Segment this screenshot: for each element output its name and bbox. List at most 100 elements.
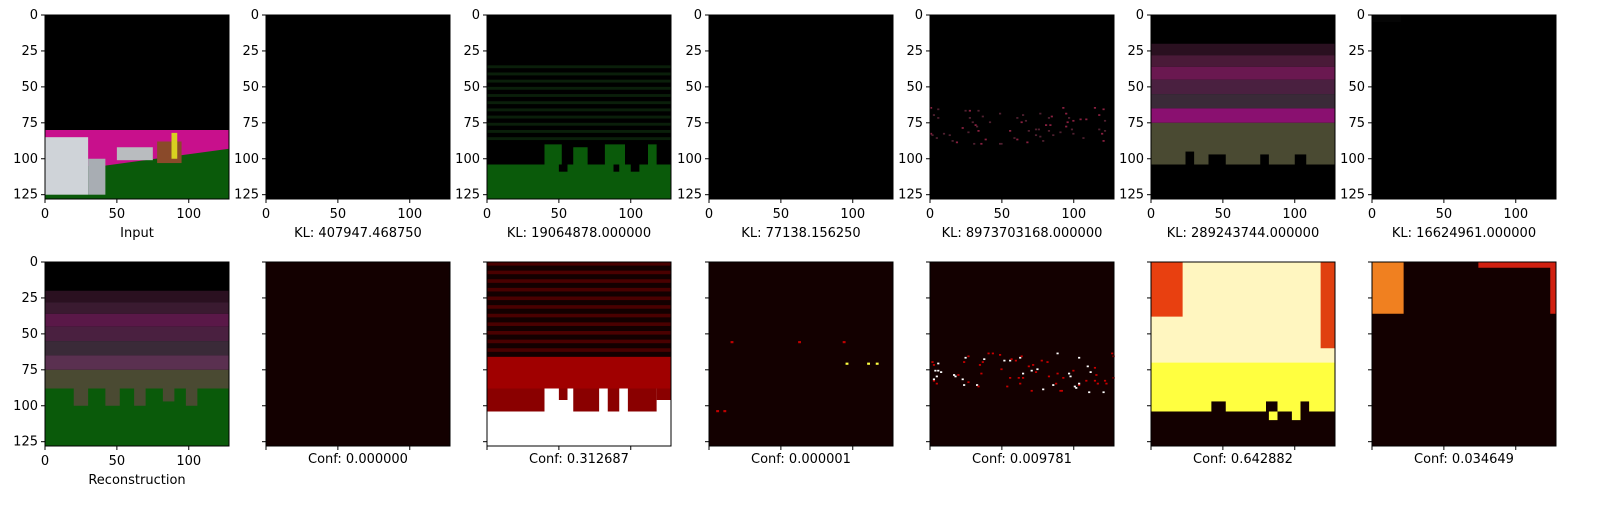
latent-dot xyxy=(1066,121,1069,124)
conf-bg xyxy=(709,262,893,446)
latent-dot xyxy=(935,137,938,139)
conf-dot xyxy=(1030,389,1033,392)
conf-dot xyxy=(932,364,936,366)
latent-dot xyxy=(1059,131,1062,134)
conf-block xyxy=(573,388,600,412)
y-tick-label: 100 xyxy=(677,152,702,167)
x-tick-label: 50 xyxy=(773,207,790,222)
conf-dot xyxy=(1093,379,1097,382)
conf-dot xyxy=(1019,356,1022,359)
conf-dot xyxy=(1027,365,1030,368)
panel-caption: KL: 407947.468750 xyxy=(294,226,422,241)
conf-dot xyxy=(957,374,960,376)
latent-dot xyxy=(937,117,940,119)
y-tick-label: 125 xyxy=(677,188,702,203)
latent-dot xyxy=(1047,130,1051,132)
latent-dot xyxy=(1070,128,1074,131)
conf-dot xyxy=(1059,389,1062,392)
conf-edge xyxy=(1550,262,1556,314)
x-tick-label: 100 xyxy=(1503,207,1528,222)
latent-dot xyxy=(1062,107,1065,109)
y-tick-label: 25 xyxy=(685,44,702,59)
y-tick-label: 75 xyxy=(242,116,259,131)
latent-dot xyxy=(1034,128,1038,131)
latent-dot xyxy=(1009,130,1012,132)
latent-dot xyxy=(1103,130,1107,132)
recon-band xyxy=(45,290,229,303)
y-tick-label: 25 xyxy=(463,44,480,59)
latent-band xyxy=(487,101,671,105)
axes-frame xyxy=(929,14,1115,200)
latent-block xyxy=(604,144,625,165)
y-tick-label: 75 xyxy=(1127,116,1144,131)
conf-bg xyxy=(266,262,450,446)
conf-dot xyxy=(1034,371,1038,373)
conf-dot xyxy=(1017,377,1020,379)
panel-caption: Conf: 0.009781 xyxy=(972,452,1072,467)
y-tick-label: 125 xyxy=(13,188,38,203)
conf-dot xyxy=(981,361,984,363)
y-tick-label: 50 xyxy=(685,80,702,95)
conf-spot xyxy=(1291,411,1301,421)
latent-dot xyxy=(1027,130,1030,132)
conf-dot xyxy=(1042,388,1045,391)
car-body xyxy=(45,137,89,195)
y-tick-label: 75 xyxy=(1348,116,1365,131)
latent-dot xyxy=(1052,134,1055,137)
conf-dot xyxy=(937,362,940,365)
latent-band xyxy=(1151,43,1335,56)
panel-1-3: Conf: 0.000001 xyxy=(705,261,894,467)
x-tick-label: 0 xyxy=(483,207,491,222)
latent-dot xyxy=(977,109,980,112)
latent-dot xyxy=(1082,137,1085,139)
latent-bg xyxy=(1372,15,1556,199)
latent-dot xyxy=(973,142,976,145)
conf-dot xyxy=(1040,359,1043,362)
y-tick-label: 0 xyxy=(251,8,259,23)
x-tick-label: 100 xyxy=(1282,207,1307,222)
y-tick-label: 75 xyxy=(463,116,480,131)
y-tick-label: 0 xyxy=(30,8,38,23)
y-tick-label: 25 xyxy=(906,44,923,59)
x-tick-label: 0 xyxy=(1368,207,1376,222)
y-tick-label: 50 xyxy=(21,327,38,342)
conf-dot xyxy=(1096,382,1099,385)
axes-frame xyxy=(44,261,230,447)
y-tick-label: 0 xyxy=(30,255,38,270)
latent-dot xyxy=(1047,117,1051,119)
conf-dot xyxy=(1022,377,1025,379)
latent-band xyxy=(487,108,671,112)
y-tick-label: 0 xyxy=(694,8,702,23)
conf-dot xyxy=(723,410,727,413)
latent-dot xyxy=(1093,107,1097,109)
latent-dot xyxy=(967,131,970,134)
latent-band xyxy=(1151,122,1335,165)
recon-block xyxy=(134,388,146,406)
axes-frame xyxy=(265,261,451,447)
y-tick-label: 0 xyxy=(915,8,923,23)
conf-dot xyxy=(716,410,720,413)
conf-corner xyxy=(1151,262,1183,317)
x-tick-label: 0 xyxy=(41,207,49,222)
latent-dot xyxy=(1050,115,1053,118)
conf-dot xyxy=(978,364,982,366)
conf-dot xyxy=(1068,372,1071,375)
x-tick-label: 0 xyxy=(705,207,713,222)
latent-band xyxy=(487,94,671,97)
conf-dot xyxy=(1052,384,1055,386)
latent-band xyxy=(487,72,671,76)
latent-dot xyxy=(1068,117,1071,119)
latent-dot xyxy=(1016,117,1019,119)
distant-car xyxy=(116,147,153,161)
latent-dot xyxy=(977,130,980,132)
x-tick-label: 50 xyxy=(994,207,1011,222)
recon-band xyxy=(45,355,229,370)
recon-band xyxy=(45,341,229,356)
latent-dot xyxy=(1101,132,1104,135)
y-tick-label: 50 xyxy=(1127,80,1144,95)
conf-dot xyxy=(987,352,990,355)
